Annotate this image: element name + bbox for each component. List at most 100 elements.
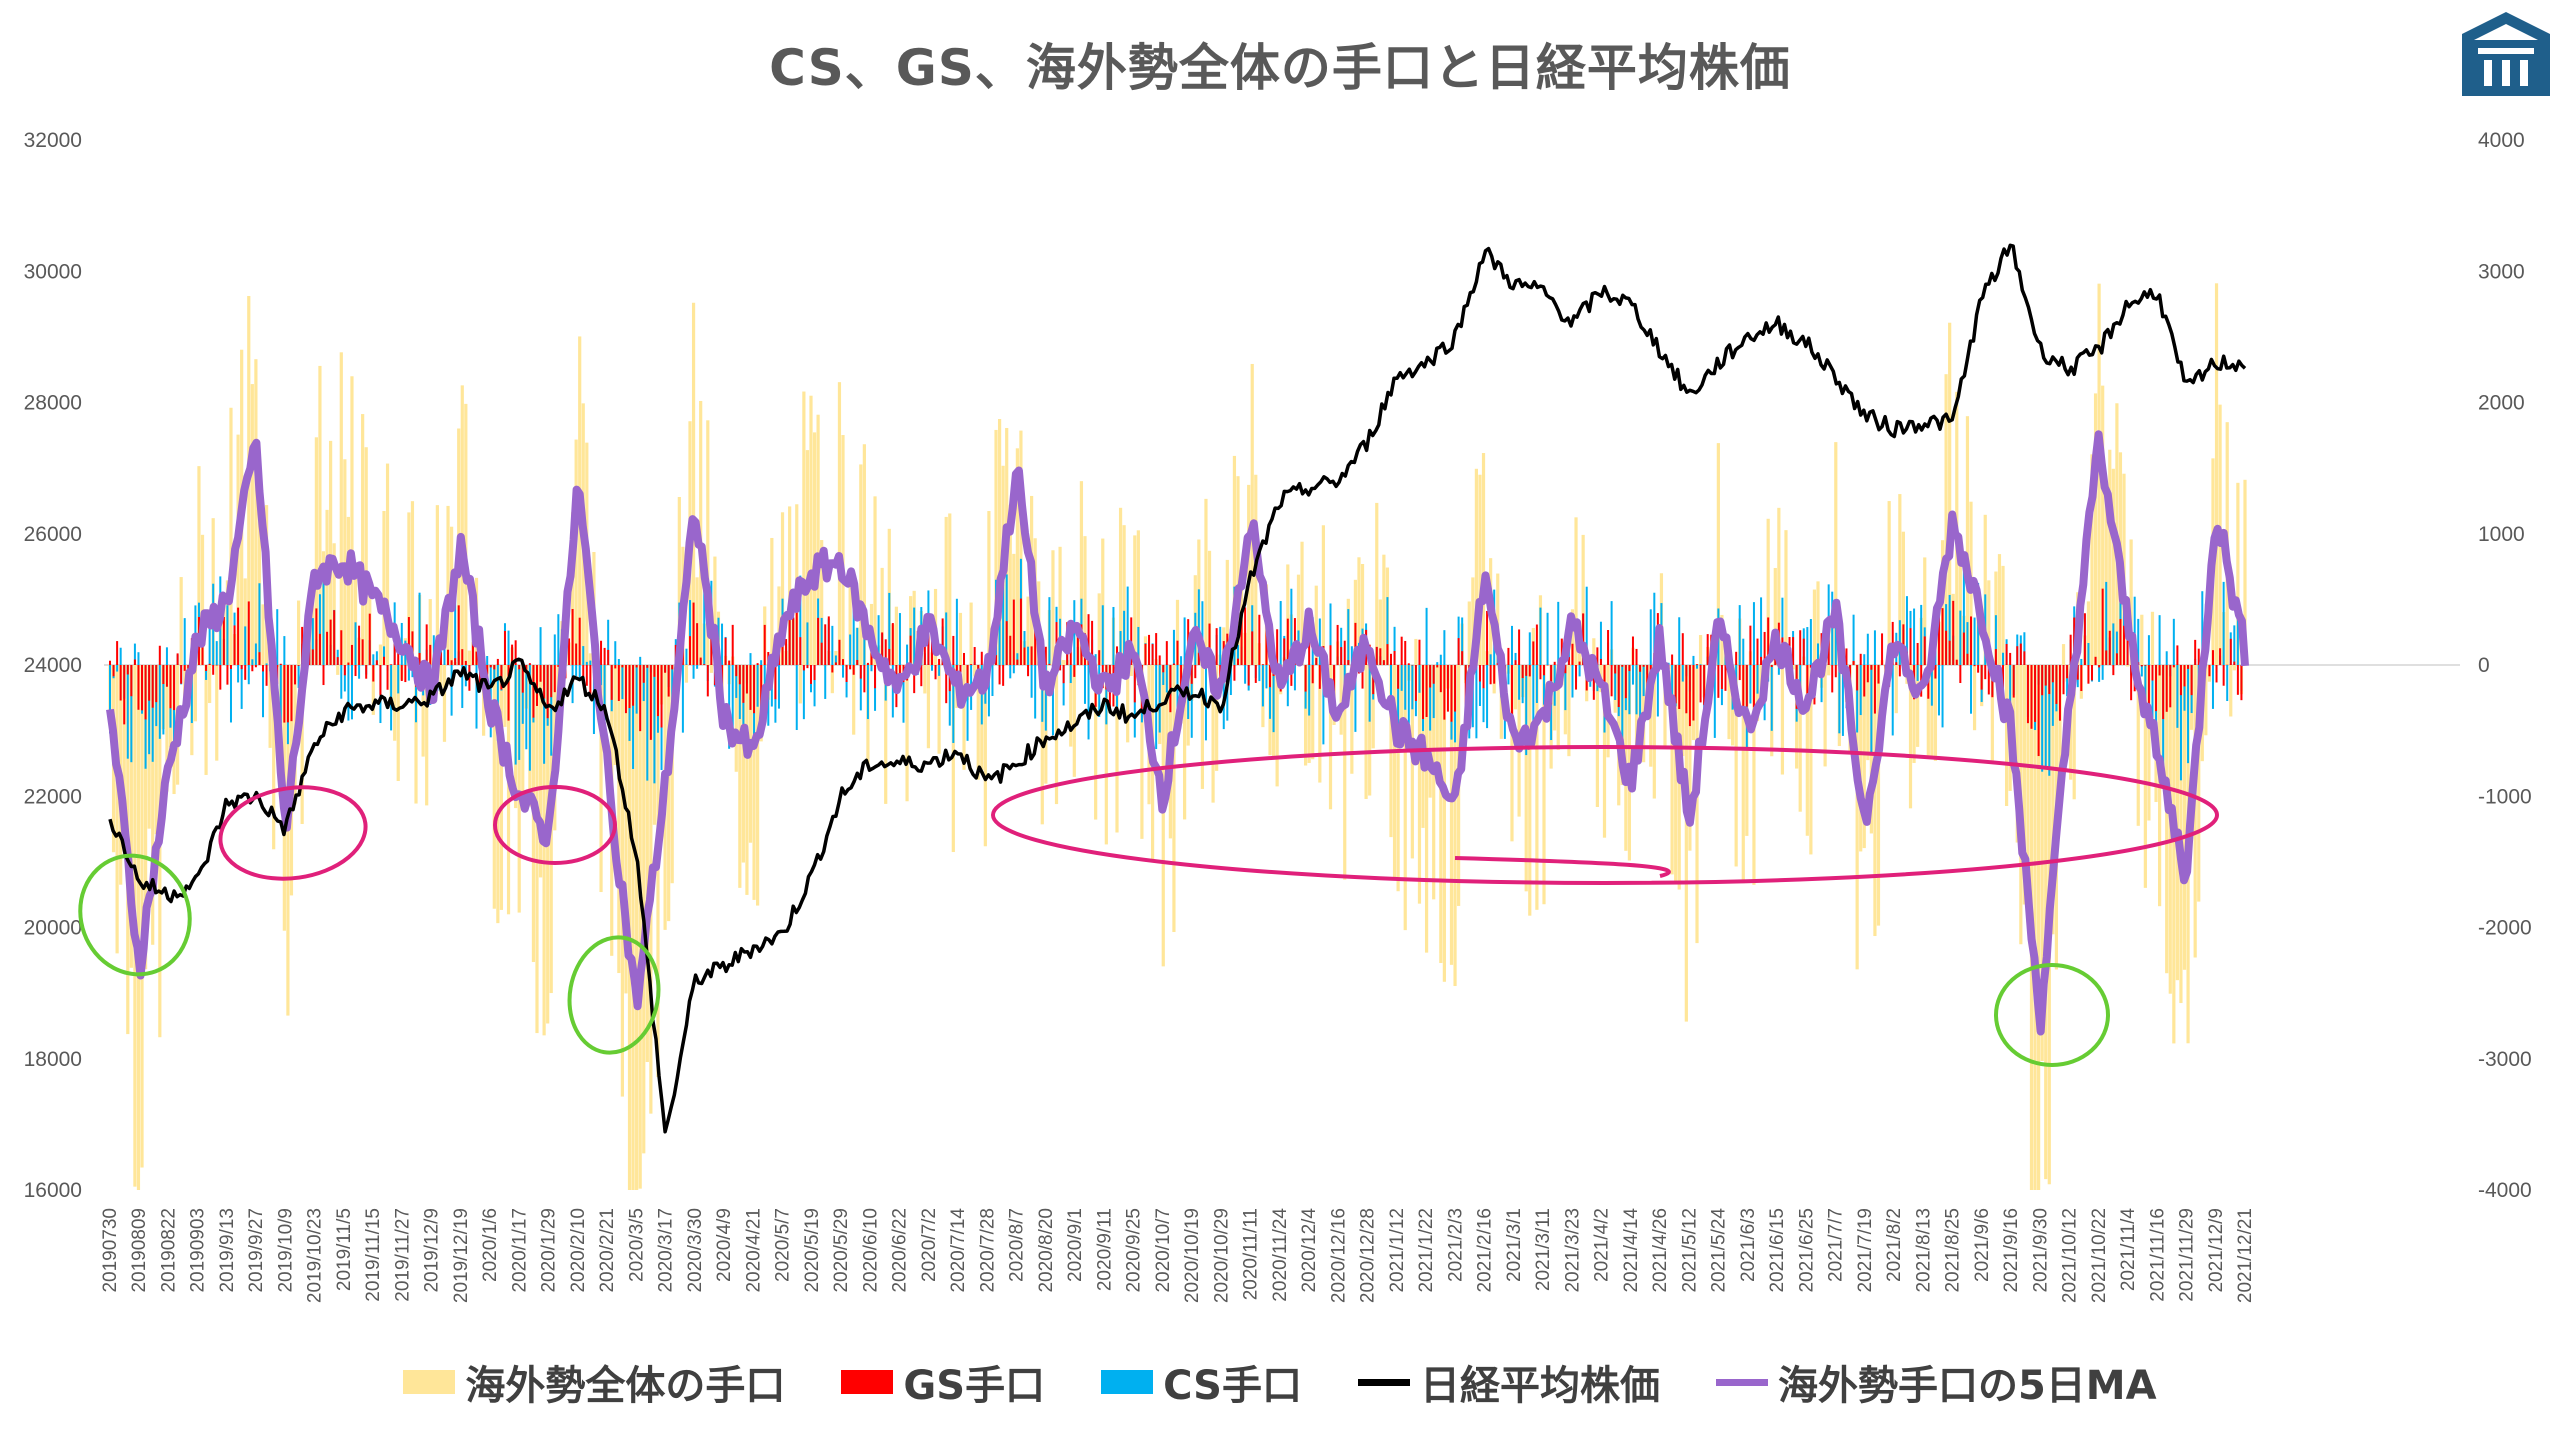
bar-cs <box>856 627 859 665</box>
bar-gs <box>603 647 606 665</box>
bar-cs <box>1557 601 1560 665</box>
bar-gs <box>2062 665 2065 695</box>
x-tick-label: 2020/4/9 <box>714 1208 735 1282</box>
bar-cs <box>906 644 909 665</box>
bar-gs <box>1881 633 1884 665</box>
bar-cs <box>1777 665 1780 675</box>
bar-foreign-total <box>1741 665 1745 884</box>
bar-foreign-total <box>332 543 336 665</box>
bar-foreign-total <box>1567 665 1571 757</box>
bar-gs <box>2026 665 2029 724</box>
bar-gs <box>2009 652 2012 665</box>
bar-foreign-total <box>1471 577 1475 665</box>
legend-swatch <box>1357 1378 1410 1386</box>
bar-foreign-total <box>1122 525 1126 665</box>
bar-cs <box>2201 591 2204 665</box>
bar-gs <box>379 665 382 696</box>
bar-foreign-total <box>165 665 169 792</box>
bar-gs <box>2105 650 2108 665</box>
bar-gs <box>1236 658 1239 665</box>
bar-gs <box>1478 665 1481 682</box>
bar-gs <box>866 662 869 665</box>
bar-foreign-total <box>1396 665 1400 892</box>
bar-foreign-total <box>261 604 265 665</box>
bar-foreign-total <box>1809 665 1813 855</box>
bar-foreign-total <box>1908 665 1913 809</box>
bar-gs <box>1970 616 1973 665</box>
x-tick-label: 2020/3/5 <box>626 1208 647 1282</box>
bar-gs <box>318 633 321 665</box>
bar-cs <box>2176 665 2179 728</box>
bar-gs <box>1792 637 1795 665</box>
bar-gs <box>286 665 289 723</box>
bar-gs <box>1155 633 1158 665</box>
x-tick-label: 2021/1/12 <box>1387 1208 1408 1293</box>
x-tick-label: 2021/8/13 <box>1913 1208 1934 1293</box>
bar-gs <box>315 608 318 665</box>
bar-cs <box>1678 617 1681 665</box>
bar-gs <box>354 665 357 677</box>
bar-gs <box>2048 665 2051 695</box>
bar-foreign-total <box>506 665 511 915</box>
bar-gs <box>251 665 254 672</box>
bar-foreign-total <box>976 665 980 780</box>
bar-foreign-total <box>830 665 834 694</box>
x-tick-label: 2021/6/3 <box>1738 1208 1759 1282</box>
chart-title: CS、GS、海外勢全体の手口と日経平均株価 <box>769 39 1791 97</box>
bar-gs <box>1692 665 1695 721</box>
bar-foreign-total <box>1304 665 1308 766</box>
bar-cs <box>1126 586 1129 665</box>
bar-gs <box>1681 633 1684 665</box>
bar-cs <box>1742 638 1745 665</box>
bar-cs <box>279 665 282 724</box>
bar-gs <box>244 665 247 680</box>
bar-cs <box>1030 665 1033 698</box>
annotation-circle-green <box>1994 963 2110 1067</box>
bar-foreign-total <box>1997 554 2002 665</box>
bar-cs <box>461 665 464 708</box>
bar-gs <box>1749 625 1752 665</box>
bar-gs <box>2222 665 2225 686</box>
bar-foreign-total <box>193 665 197 722</box>
bar-foreign-total <box>442 665 447 742</box>
bar-foreign-total <box>2140 614 2144 665</box>
bar-cs <box>1258 665 1261 682</box>
bar-cs <box>311 618 314 665</box>
bar-foreign-total <box>1510 665 1514 842</box>
bar-foreign-total <box>296 600 301 665</box>
x-tick-label: 2020/10/19 <box>1182 1208 1203 1303</box>
bar-gs <box>2172 665 2175 668</box>
bar-cs <box>820 617 823 665</box>
bar-gs <box>109 660 111 665</box>
bar-foreign-total <box>1716 443 1720 665</box>
bar-gs <box>1799 630 1802 665</box>
bar-cs <box>1891 665 1894 736</box>
bar-gs <box>326 631 329 665</box>
bar-gs <box>1699 665 1702 703</box>
bar-foreign-total <box>254 359 258 665</box>
bar-foreign-total <box>464 403 468 665</box>
bar-gs <box>2034 665 2037 722</box>
bar-foreign-total <box>1207 550 1212 665</box>
bar-foreign-total <box>983 665 987 847</box>
bar-gs <box>1372 665 1375 695</box>
bar-cs <box>1941 665 1944 728</box>
bar-cs <box>1866 633 1869 665</box>
bar-foreign-total <box>1777 507 1781 665</box>
bar-foreign-total <box>884 665 888 804</box>
bar-gs <box>582 665 585 678</box>
bar-cs <box>938 665 941 676</box>
bar-cs <box>1197 589 1200 665</box>
bar-cs <box>1101 605 1104 665</box>
bar-cs <box>1532 665 1535 742</box>
bar-foreign-total <box>812 432 817 665</box>
bar-gs <box>2151 665 2154 681</box>
bar-gs <box>347 662 350 665</box>
x-tick-label: 2020/3/17 <box>656 1208 677 1293</box>
bar-gs <box>1987 665 1990 695</box>
bar-gs <box>137 665 140 710</box>
bar-foreign-total <box>1478 474 1482 665</box>
bar-cs <box>735 665 738 698</box>
x-tick-label: 2019/10/23 <box>305 1208 326 1303</box>
bar-foreign-total <box>1574 517 1578 665</box>
